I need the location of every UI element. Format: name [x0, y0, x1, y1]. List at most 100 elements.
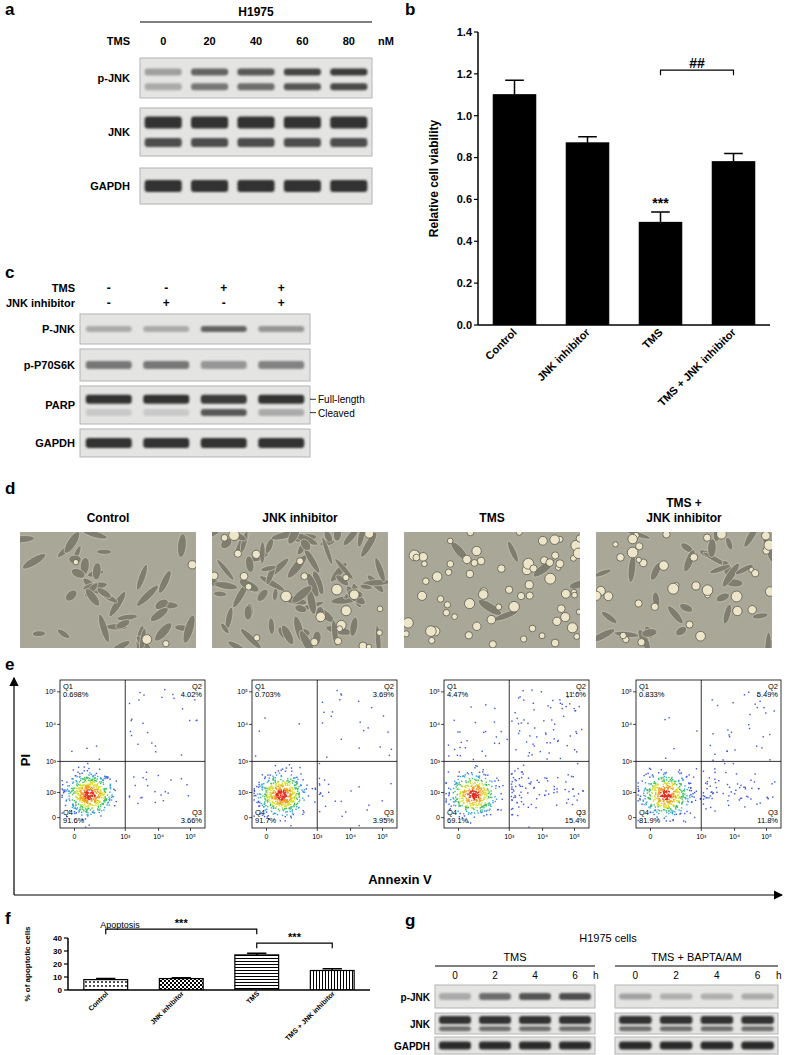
blot-band: [201, 395, 247, 404]
event-dot: [100, 777, 101, 778]
image-title: TMS: [479, 511, 504, 525]
event-dot: [91, 783, 92, 784]
event-dot: [67, 789, 68, 790]
event-dot: [552, 700, 553, 701]
event-dot: [84, 770, 85, 771]
cell: [576, 609, 580, 614]
event-dot: [272, 779, 273, 780]
event-dot: [116, 780, 117, 781]
event-dot: [86, 809, 87, 810]
tick-label: 10³: [312, 833, 323, 840]
event-dot: [88, 803, 89, 804]
event-dot: [275, 787, 276, 788]
cell: [325, 624, 353, 638]
event-dot: [181, 754, 182, 755]
event-dot: [328, 792, 329, 793]
cell: [762, 532, 771, 540]
event-dot: [287, 778, 288, 779]
event-dot: [494, 780, 495, 781]
event-dot: [292, 797, 293, 798]
cell: [517, 592, 524, 599]
cell: [348, 616, 359, 637]
panel-label: f: [5, 909, 11, 928]
event-dot: [253, 790, 254, 791]
cell: [214, 580, 238, 591]
micrograph: [404, 532, 580, 648]
event-dot: [499, 786, 500, 787]
event-dot: [272, 776, 273, 777]
blot-background: [140, 58, 372, 98]
event-dot: [89, 772, 90, 773]
y-tick: [64, 989, 68, 990]
event-dot: [576, 751, 577, 752]
blot-band: [330, 69, 367, 76]
y-tick: [64, 963, 68, 964]
cell: [156, 569, 173, 595]
row-label: JNK: [108, 126, 130, 138]
event-dot: [91, 774, 92, 775]
event-dot: [82, 785, 83, 786]
event-dot: [282, 783, 283, 784]
bar: [493, 95, 535, 325]
event-dot: [272, 802, 273, 803]
event-dot: [86, 748, 87, 749]
event-dot: [94, 812, 95, 813]
event-dot: [284, 788, 285, 789]
event-dot: [113, 789, 114, 790]
event-dot: [287, 804, 288, 805]
event-dot: [66, 781, 67, 782]
blot-band: [258, 326, 304, 332]
blot-band: [284, 116, 321, 128]
blot-band: [258, 409, 304, 416]
event-dot: [560, 758, 561, 759]
event-dot: [173, 698, 174, 699]
event-dot: [500, 793, 501, 794]
event-dot: [89, 786, 90, 787]
event-dot: [302, 791, 303, 792]
event-dot: [534, 787, 535, 788]
event-dot: [302, 779, 303, 780]
event-dot: [85, 786, 86, 787]
event-dot: [536, 736, 537, 737]
blot-band: [86, 395, 132, 404]
event-dot: [113, 796, 114, 797]
cell: [447, 561, 454, 568]
event-dot: [269, 786, 270, 787]
event-dot: [272, 806, 273, 807]
event-dot: [282, 786, 283, 787]
event-dot: [107, 794, 108, 795]
event-dot: [129, 796, 130, 797]
event-dot: [519, 778, 520, 779]
event-dot: [271, 783, 272, 784]
cell: [212, 572, 218, 580]
event-dot: [275, 772, 276, 773]
event-dot: [262, 774, 263, 775]
event-dot: [296, 787, 297, 788]
event-dot: [266, 811, 267, 812]
event-dot: [482, 771, 483, 772]
event-dot: [315, 789, 316, 790]
event-dot: [551, 719, 552, 720]
event-dot: [296, 781, 297, 782]
event-dot: [273, 792, 274, 793]
event-dot: [292, 780, 293, 781]
cell: [668, 583, 679, 594]
event-dot: [285, 806, 286, 807]
event-dot: [100, 795, 101, 796]
event-dot: [95, 800, 96, 801]
y-tick-label: 20: [53, 960, 62, 969]
event-dot: [75, 792, 76, 793]
event-dot: [513, 777, 514, 778]
event-dot: [103, 784, 104, 785]
event-dot: [91, 795, 92, 796]
event-dot: [547, 780, 548, 781]
cell: [596, 626, 616, 645]
event-dot: [490, 814, 491, 815]
cell: [443, 609, 450, 616]
event-dot: [88, 789, 89, 790]
event-dot: [523, 719, 524, 720]
event-dot: [270, 786, 271, 787]
event-dot: [495, 788, 496, 789]
event-dot: [106, 798, 107, 799]
event-dot: [267, 797, 268, 798]
